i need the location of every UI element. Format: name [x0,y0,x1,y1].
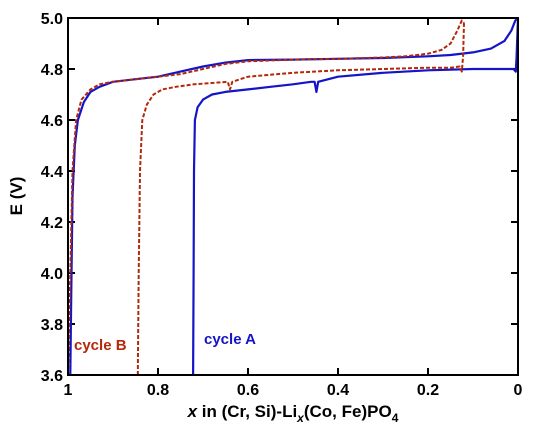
y-tick-label: 3.8 [41,317,63,334]
x-tick-label: 0.6 [237,382,259,399]
x-axis-title-prefix: x [187,402,199,421]
series-line-1-segment-0 [67,19,465,376]
series-label-cycle-b: cycle B [74,337,127,354]
x-tick-label: 0.4 [327,382,349,399]
series-label-cycle-a: cycle A [204,331,256,348]
y-tick-label: 4.8 [41,62,63,79]
y-tick-label: 4.0 [41,266,63,283]
y-axis-title: E (V) [7,177,26,216]
x-tick-label: 0.2 [417,382,439,399]
plot-frame [67,17,519,376]
tick-labels: 1 0.8 0.6 0.4 0.2 0 3.6 3.8 4.0 4.2 4.4 4.6 4.8 5.0 [41,11,523,399]
x-tick-label: 0 [514,382,523,399]
series-line-0-segment-1 [192,17,520,376]
series-line-0-segment-0 [69,17,519,376]
x-axis-title-mid2: (Co, Fe)PO [304,402,392,421]
x-tick-label: 1 [64,382,73,399]
series-layer [67,17,520,376]
series-line-1-segment-1 [136,23,465,376]
y-tick-label: 4.2 [41,215,63,232]
y-tick-label: 4.6 [41,113,63,130]
y-tick-label: 3.6 [41,368,63,385]
x-axis-title-sub1: x [296,411,305,425]
y-tick-label: 5.0 [41,11,63,28]
y-tick-label: 4.4 [41,164,63,181]
x-axis-title: x in (Cr, Si)-Lix(Co, Fe)PO4 [187,402,399,425]
x-tick-label: 0.8 [147,382,169,399]
ticks [67,17,519,376]
x-axis-title-sub2: 4 [392,411,399,425]
x-axis-title-mid: in (Cr, Si)-Li [197,402,297,421]
